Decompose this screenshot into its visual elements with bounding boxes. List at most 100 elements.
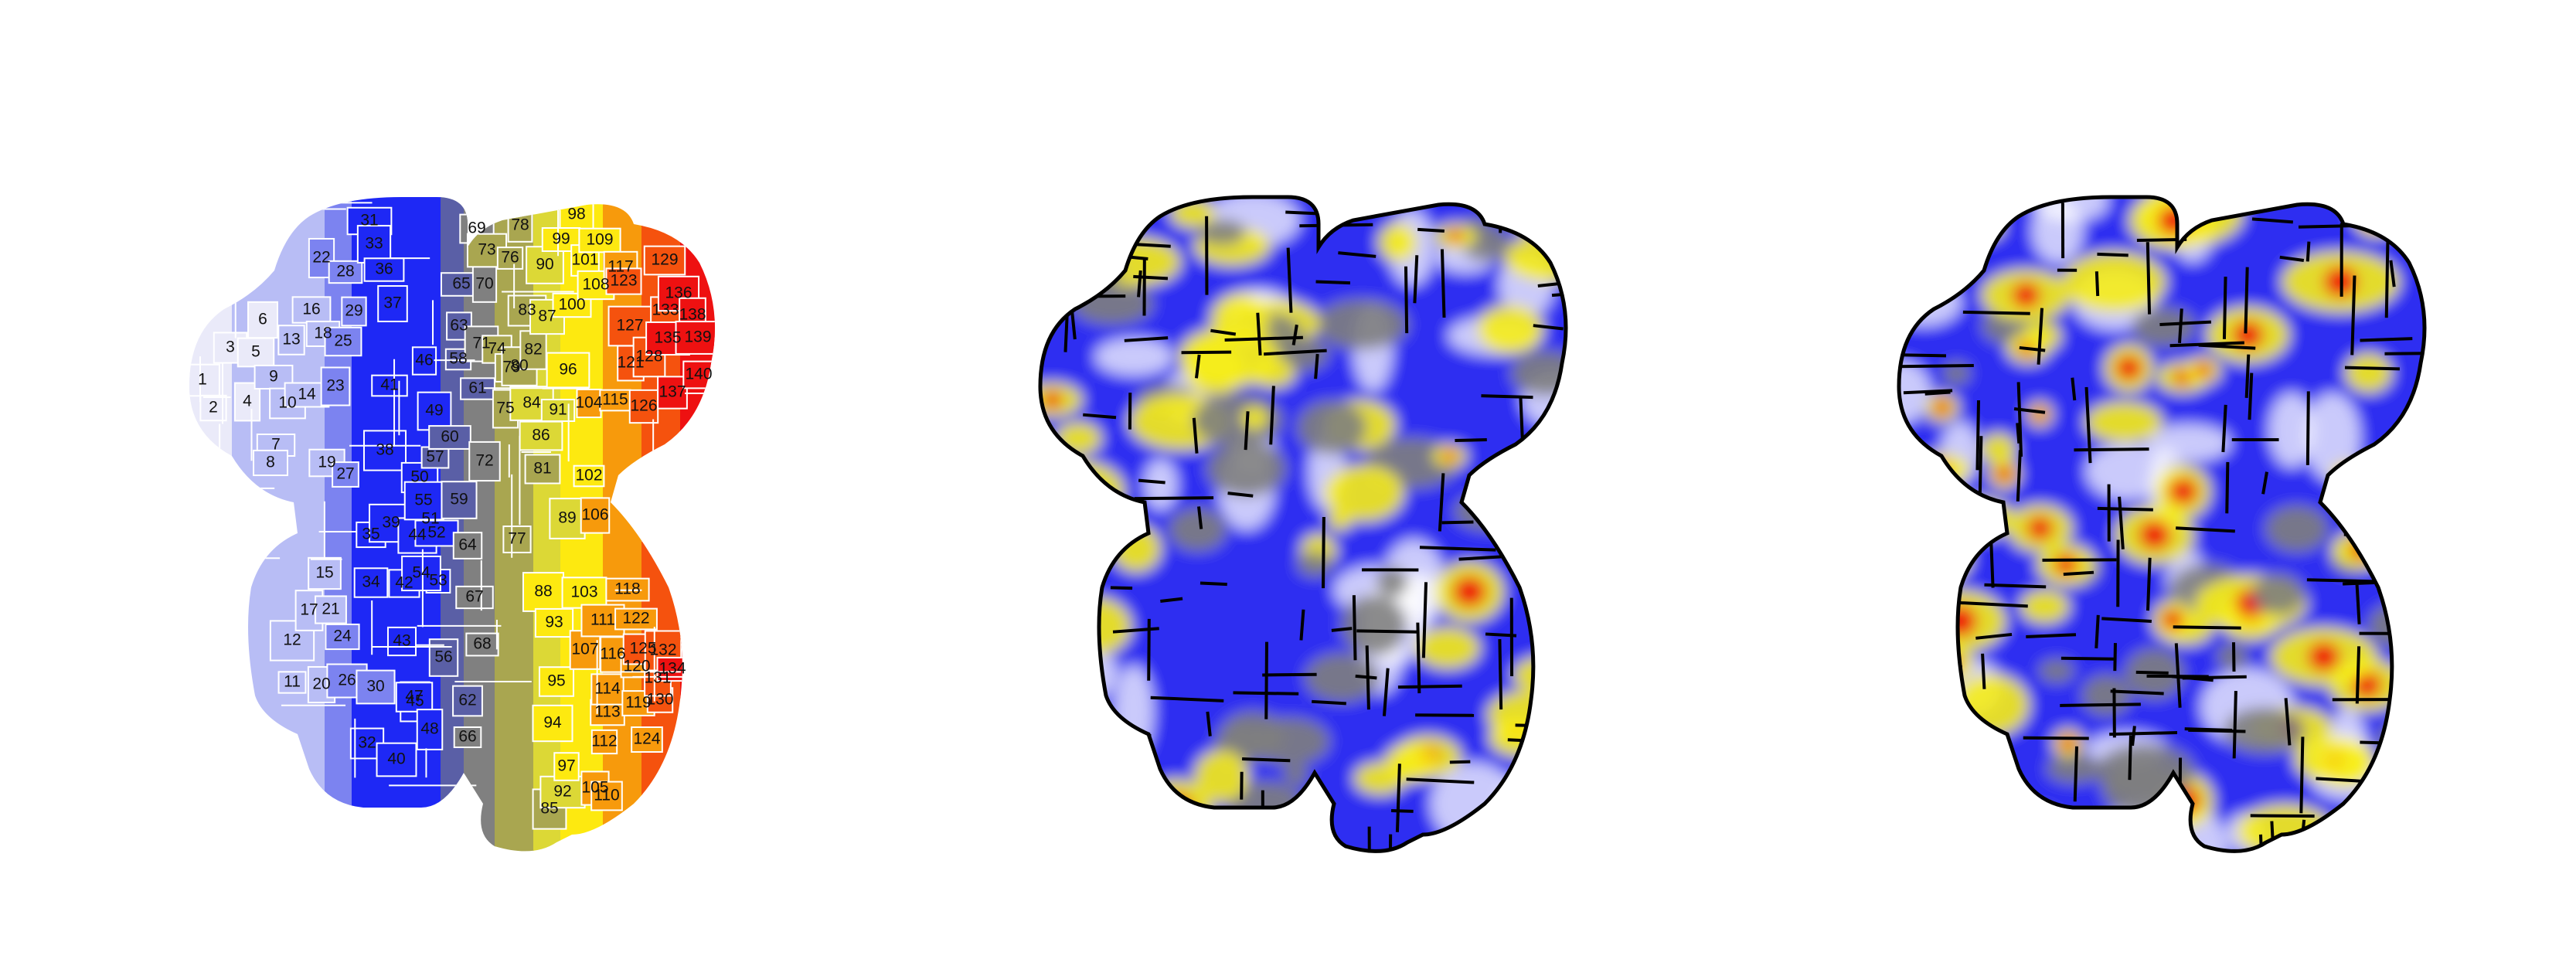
heat-boundary-line xyxy=(1978,436,1983,503)
heat-hotspot xyxy=(2265,505,2328,552)
region-122 xyxy=(614,607,658,631)
region-77 xyxy=(502,526,532,553)
heat-boundary-line xyxy=(1574,604,1576,680)
heat-peak xyxy=(2060,736,2076,751)
heat-boundary-line xyxy=(2221,404,2227,453)
heat-peak xyxy=(2232,321,2264,349)
region-label-65: 65 xyxy=(452,275,470,293)
heat-boundary-line xyxy=(1355,674,1377,680)
region-15 xyxy=(308,556,342,590)
region-82 xyxy=(519,330,547,370)
region-124 xyxy=(631,726,663,753)
region-40 xyxy=(376,742,417,777)
heat-boundary-line xyxy=(2232,690,2237,759)
region-label-66: 66 xyxy=(458,728,476,746)
heat-hotspot xyxy=(1315,299,1408,349)
region-label-92: 92 xyxy=(553,783,571,801)
heat-boundary-line xyxy=(2094,614,2100,648)
region-label-2: 2 xyxy=(209,399,218,417)
region-label-135: 135 xyxy=(654,329,681,347)
heat-boundary-line xyxy=(2074,447,2149,452)
heat-boundary-line xyxy=(1536,813,1542,834)
heat-boundary-line xyxy=(1564,386,1566,393)
region-label-96: 96 xyxy=(559,361,577,379)
heat-boundary-line xyxy=(2244,354,2251,398)
region-label-40: 40 xyxy=(387,750,405,768)
heat-hotspot xyxy=(1327,509,1352,531)
region-28 xyxy=(328,260,363,284)
heat-hotspot xyxy=(1376,566,1408,597)
heat-boundary-line xyxy=(1242,757,1291,763)
heat-boundary-line xyxy=(1914,790,1982,796)
heat-boundary-line xyxy=(2261,471,2268,495)
region-label-85: 85 xyxy=(540,800,558,818)
heat-boundary-line xyxy=(2146,557,2152,611)
heat-boundary-line xyxy=(1192,417,1199,454)
heat-boundary-line xyxy=(2244,267,2249,334)
heat-boundary-line xyxy=(1449,760,1471,764)
region-label-134: 134 xyxy=(658,660,686,678)
heat-boundary-line xyxy=(1101,485,1108,531)
heat-hotspot xyxy=(2047,753,2101,783)
region-label-98: 98 xyxy=(567,206,585,223)
region-label-42: 42 xyxy=(395,574,413,592)
region-89 xyxy=(549,498,586,539)
heat-hotspot xyxy=(1523,539,1566,577)
region-label-63: 63 xyxy=(450,317,468,335)
region-48 xyxy=(416,709,444,750)
heat-boundary-line xyxy=(2248,372,2254,420)
heat-boundary-line xyxy=(1315,280,1350,285)
region-label-121: 121 xyxy=(617,354,644,372)
heat-low-patch xyxy=(1114,665,1153,758)
region-label-123: 123 xyxy=(610,272,637,290)
heat-boundary-line xyxy=(2026,633,2077,638)
heat-boundary-line xyxy=(1468,841,1543,847)
heat-hotspot xyxy=(2020,590,2069,624)
heat-boundary-line xyxy=(1041,746,1103,752)
region-label-89: 89 xyxy=(558,509,576,527)
heat-hotspot xyxy=(1169,508,1227,551)
region-label-94: 94 xyxy=(543,714,562,732)
region-label-115: 115 xyxy=(602,391,628,409)
heat-hotspot xyxy=(1513,197,1566,240)
heat-boundary-line xyxy=(2128,735,2132,781)
region-107 xyxy=(569,630,601,670)
region-62 xyxy=(452,685,483,717)
heat-hotspot xyxy=(1179,327,1280,387)
region-52 xyxy=(414,519,459,547)
heat-hotspot xyxy=(2224,707,2305,753)
region-label-77: 77 xyxy=(508,530,526,548)
heat-hotspot xyxy=(1194,750,1249,803)
heat-boundary-line xyxy=(1138,478,1165,485)
region-label-36: 36 xyxy=(375,260,393,278)
heat-boundary-line xyxy=(2097,506,2153,512)
region-label-83: 83 xyxy=(518,301,536,319)
heat-boundary-line xyxy=(2284,698,2292,746)
heat-boundary-line xyxy=(1244,411,1250,451)
heat-low-patch xyxy=(1899,540,1960,586)
heat-boundary-line xyxy=(2131,726,2136,747)
region-123 xyxy=(605,267,642,295)
region-label-39: 39 xyxy=(382,514,400,532)
region-96 xyxy=(546,352,590,389)
region-label-131: 131 xyxy=(644,669,671,687)
region-label-51: 51 xyxy=(421,510,439,528)
region-102 xyxy=(573,464,605,488)
heat-peak xyxy=(1938,652,1959,672)
heat-peak xyxy=(1965,219,1982,234)
region-label-43: 43 xyxy=(393,632,410,650)
heat-hotspot xyxy=(1907,811,2000,852)
region-label-7: 7 xyxy=(271,436,281,454)
heat-peak xyxy=(2162,610,2184,631)
heat-hotspot xyxy=(2353,197,2399,237)
heat-peak xyxy=(1526,476,1547,495)
region-139 xyxy=(675,321,715,355)
heat-boundary-line xyxy=(2178,308,2183,344)
region-label-16: 16 xyxy=(302,301,320,318)
heat-low-patch xyxy=(2033,199,2083,264)
heat-boundary-line xyxy=(1893,292,1895,372)
heat-boundary-line xyxy=(1200,581,1227,587)
heat-low-patch xyxy=(1431,763,1516,845)
heat-peak xyxy=(2341,468,2357,482)
heat-hotspot xyxy=(2348,813,2418,852)
